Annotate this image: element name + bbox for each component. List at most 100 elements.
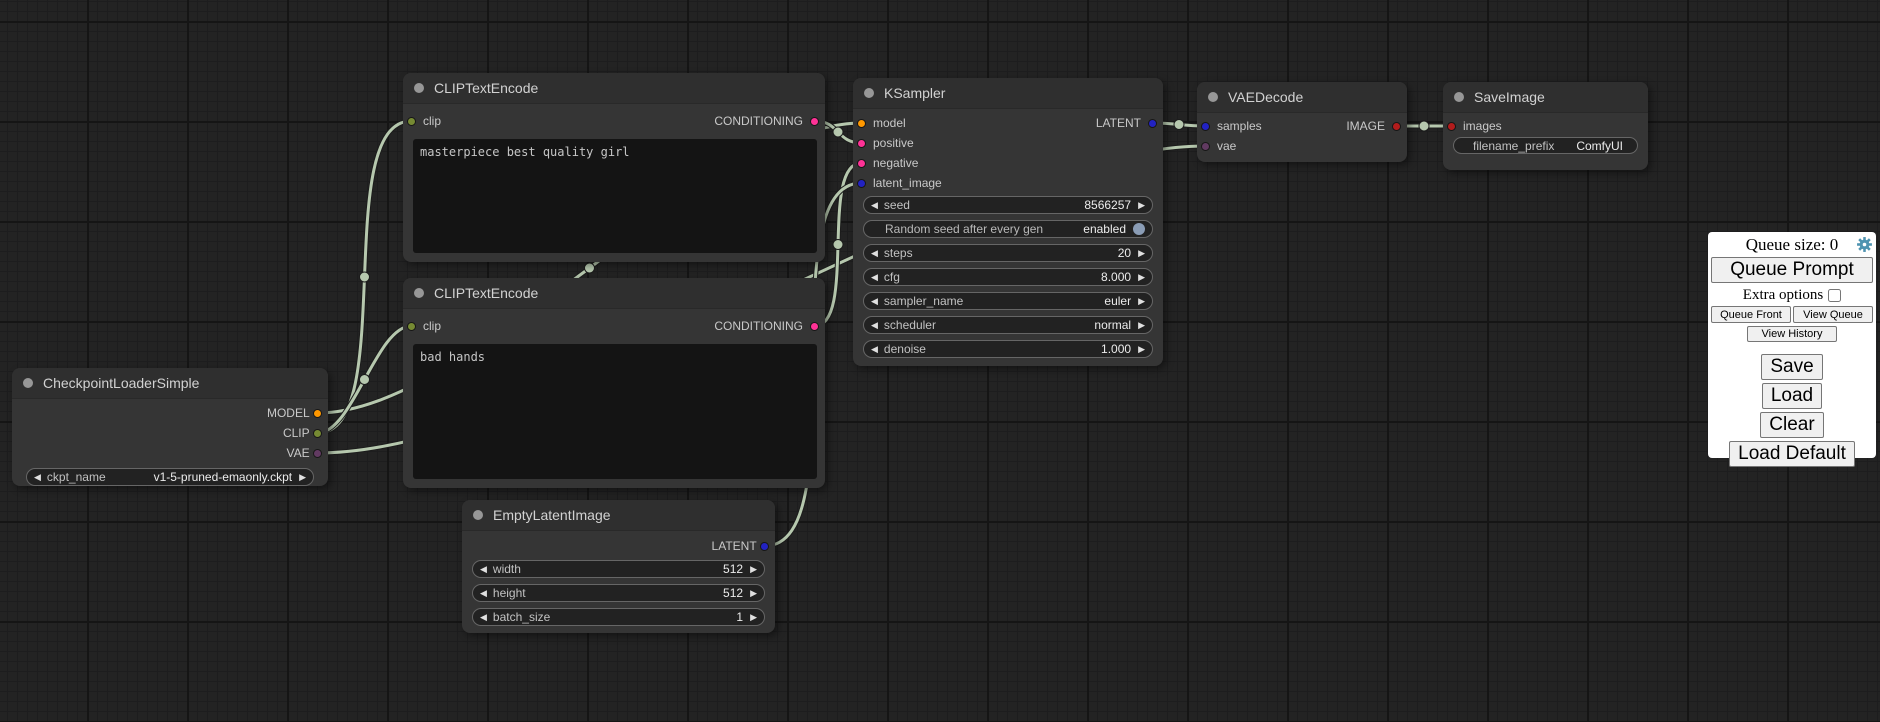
negative-prompt-textarea[interactable]: bad hands [413, 344, 817, 479]
port-latent-image-input[interactable] [857, 178, 866, 188]
denoise-widget[interactable]: ◀ denoise 1.000 ▶ [863, 340, 1153, 358]
positive-prompt-textarea[interactable]: masterpiece best quality girl [413, 139, 817, 253]
stepper-right-icon[interactable]: ▶ [1138, 343, 1145, 354]
node-title-bar[interactable]: SaveImage [1443, 82, 1648, 113]
ckpt-name-widget[interactable]: ◀ ckpt_name v1-5-pruned-emaonly.ckpt ▶ [26, 468, 314, 486]
node-save-image[interactable]: SaveImage images filename_prefix ComfyUI [1443, 82, 1648, 170]
port-clip-input[interactable] [407, 321, 416, 331]
stepper-right-icon[interactable]: ▶ [1138, 199, 1145, 210]
output-label-image: IMAGE [1346, 119, 1385, 133]
port-negative-input[interactable] [857, 158, 866, 168]
port-image-output[interactable] [1392, 121, 1401, 131]
output-label-clip: CLIP [282, 426, 310, 440]
stepper-right-icon[interactable]: ▶ [1138, 319, 1145, 330]
save-button[interactable]: Save [1761, 354, 1823, 380]
node-title-bar[interactable]: VAEDecode [1197, 82, 1407, 113]
node-clip-text-encode-negative[interactable]: CLIPTextEncode clip CONDITIONING bad han… [403, 278, 825, 488]
view-history-button[interactable]: View History [1747, 326, 1837, 342]
widget-label: Random seed after every gen [885, 222, 1044, 236]
stepper-left-icon[interactable]: ◀ [871, 247, 878, 258]
node-clip-text-encode-positive[interactable]: CLIPTextEncode clip CONDITIONING masterp… [403, 73, 825, 262]
node-collapse-dot-icon[interactable] [1454, 92, 1464, 102]
stepper-left-icon[interactable]: ◀ [871, 319, 878, 330]
port-conditioning-output[interactable] [810, 116, 819, 126]
stepper-left-icon[interactable]: ◀ [34, 471, 41, 482]
stepper-left-icon[interactable]: ◀ [480, 587, 487, 598]
stepper-left-icon[interactable]: ◀ [480, 563, 487, 574]
stepper-right-icon[interactable]: ▶ [1138, 295, 1145, 306]
port-clip-input[interactable] [407, 116, 416, 126]
port-positive-input[interactable] [857, 138, 866, 148]
stepper-right-icon[interactable]: ▶ [750, 611, 757, 622]
widget-value: 8566257 [1084, 198, 1132, 212]
port-latent-output[interactable] [760, 541, 769, 551]
widget-label: steps [883, 246, 913, 260]
node-ksampler[interactable]: KSampler model LATENT positive negative … [853, 78, 1163, 366]
port-model-input[interactable] [857, 118, 866, 128]
stepper-right-icon[interactable]: ▶ [750, 587, 757, 598]
node-title: CLIPTextEncode [434, 285, 539, 301]
scheduler-widget[interactable]: ◀ scheduler normal ▶ [863, 316, 1153, 334]
widget-value: euler [1104, 294, 1132, 308]
queue-front-button[interactable]: Queue Front [1711, 306, 1791, 323]
node-collapse-dot-icon[interactable] [414, 288, 424, 298]
batch-size-widget[interactable]: ◀ batch_size 1 ▶ [472, 608, 765, 626]
port-vae-output[interactable] [313, 448, 322, 458]
node-title-bar[interactable]: EmptyLatentImage [462, 500, 775, 531]
node-collapse-dot-icon[interactable] [864, 88, 874, 98]
node-title-bar[interactable]: KSampler [853, 78, 1163, 109]
stepper-right-icon[interactable]: ▶ [750, 563, 757, 574]
node-title: CheckpointLoaderSimple [43, 375, 200, 391]
node-title-bar[interactable]: CLIPTextEncode [403, 278, 825, 309]
view-queue-button[interactable]: View Queue [1793, 306, 1873, 323]
settings-gear-icon[interactable] [1856, 236, 1873, 253]
node-empty-latent-image[interactable]: EmptyLatentImage LATENT ◀ width 512 ▶ ◀ … [462, 500, 775, 633]
node-title-bar[interactable]: CheckpointLoaderSimple [12, 368, 328, 399]
stepper-right-icon[interactable]: ▶ [1138, 271, 1145, 282]
stepper-left-icon[interactable]: ◀ [480, 611, 487, 622]
load-default-button[interactable]: Load Default [1729, 441, 1855, 467]
random-seed-toggle[interactable] [1133, 223, 1145, 235]
stepper-left-icon[interactable]: ◀ [871, 295, 878, 306]
node-collapse-dot-icon[interactable] [23, 378, 33, 388]
stepper-right-icon[interactable]: ▶ [1138, 247, 1145, 258]
random-seed-widget[interactable]: Random seed after every gen enabled [863, 220, 1153, 238]
steps-widget[interactable]: ◀ steps 20 ▶ [863, 244, 1153, 262]
widget-label: seed [883, 198, 910, 212]
load-button[interactable]: Load [1761, 383, 1823, 409]
stepper-left-icon[interactable]: ◀ [871, 343, 878, 354]
node-vae-decode[interactable]: VAEDecode samples IMAGE vae [1197, 82, 1407, 162]
extra-options-checkbox[interactable] [1828, 288, 1842, 302]
cfg-widget[interactable]: ◀ cfg 8.000 ▶ [863, 268, 1153, 286]
port-images-input[interactable] [1447, 121, 1456, 131]
input-label-negative: negative [873, 156, 919, 170]
port-clip-output[interactable] [313, 428, 322, 438]
stepper-right-icon[interactable]: ▶ [299, 471, 306, 482]
port-model-output[interactable] [313, 408, 322, 418]
widget-label: width [492, 562, 521, 576]
node-collapse-dot-icon[interactable] [414, 83, 424, 93]
clear-button[interactable]: Clear [1760, 412, 1824, 438]
node-checkpoint-loader-simple[interactable]: CheckpointLoaderSimple MODEL CLIP VAE ◀ … [12, 368, 328, 486]
port-samples-input[interactable] [1201, 121, 1210, 131]
sampler-name-widget[interactable]: ◀ sampler_name euler ▶ [863, 292, 1153, 310]
height-widget[interactable]: ◀ height 512 ▶ [472, 584, 765, 602]
node-title-bar[interactable]: CLIPTextEncode [403, 73, 825, 104]
queue-prompt-button[interactable]: Queue Prompt [1711, 257, 1873, 283]
widget-value: 8.000 [1101, 270, 1132, 284]
stepper-left-icon[interactable]: ◀ [871, 271, 878, 282]
filename-prefix-widget[interactable]: filename_prefix ComfyUI [1453, 137, 1638, 154]
widget-value: 20 [1117, 246, 1132, 260]
node-collapse-dot-icon[interactable] [473, 510, 483, 520]
port-latent-output[interactable] [1148, 118, 1157, 128]
port-conditioning-output[interactable] [810, 321, 819, 331]
seed-widget[interactable]: ◀ seed 8566257 ▶ [863, 196, 1153, 214]
node-collapse-dot-icon[interactable] [1208, 92, 1218, 102]
stepper-left-icon[interactable]: ◀ [871, 199, 878, 210]
widget-value: 512 [723, 586, 744, 600]
node-title: EmptyLatentImage [493, 507, 611, 523]
width-widget[interactable]: ◀ width 512 ▶ [472, 560, 765, 578]
widget-label: cfg [883, 270, 900, 284]
port-vae-input[interactable] [1201, 141, 1210, 151]
